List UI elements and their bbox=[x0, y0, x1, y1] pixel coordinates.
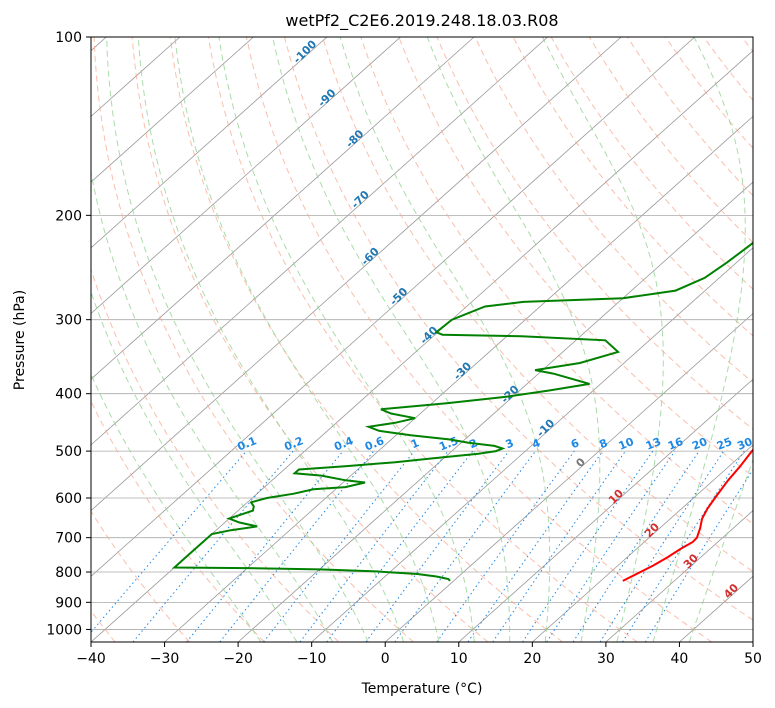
isotherm bbox=[91, 37, 696, 577]
x-axis-title: Temperature (°C) bbox=[361, 681, 483, 697]
y-tick-label: 200 bbox=[55, 208, 82, 224]
x-tick-label: −20 bbox=[223, 651, 253, 667]
chart-title: wetPf2_C2E6.2019.248.18.03.R08 bbox=[285, 11, 558, 31]
mixing-ratio-line bbox=[91, 450, 247, 634]
isotherm bbox=[752, 641, 753, 642]
dry-adiabat bbox=[436, 37, 753, 430]
y-tick-label: 700 bbox=[55, 531, 82, 547]
mixing-ratio-label: 30 bbox=[735, 435, 754, 453]
moist-adiabat bbox=[652, 37, 746, 642]
y-tick-label: 800 bbox=[55, 565, 82, 581]
reference-lines bbox=[91, 37, 753, 642]
plot-background bbox=[91, 37, 753, 642]
isotherm bbox=[458, 378, 753, 642]
dry-adiabat bbox=[93, 37, 414, 642]
dry-adiabat bbox=[398, 37, 753, 477]
sounding-traces bbox=[171, 241, 753, 582]
dry-adiabat bbox=[169, 37, 563, 642]
isotherm bbox=[91, 37, 328, 249]
y-tick-label: 1000 bbox=[46, 622, 82, 638]
isotherm bbox=[91, 37, 475, 380]
isotherm bbox=[164, 115, 753, 642]
y-axis-title: Pressure (hPa) bbox=[12, 290, 28, 390]
moist-adiabat bbox=[218, 37, 475, 642]
mixing-ratio-label: 13 bbox=[644, 435, 663, 453]
mixing-ratio-line bbox=[263, 450, 415, 642]
x-axis: −40 −30 −20 −10 0 10 20 30 40 50 bbox=[76, 642, 762, 667]
mixing-ratio-line bbox=[622, 450, 745, 642]
mixing-ratio-label: 1 bbox=[409, 436, 421, 451]
mixing-ratio-line bbox=[599, 450, 725, 642]
x-tick-label: 10 bbox=[450, 651, 468, 667]
dry-adiabat bbox=[207, 37, 638, 642]
mixing-ratio-label: 25 bbox=[715, 435, 734, 453]
y-tick-label: 100 bbox=[55, 30, 82, 46]
x-tick-label: 40 bbox=[671, 651, 689, 667]
mixing-ratio-line bbox=[492, 450, 626, 642]
dry-adiabat bbox=[360, 37, 753, 525]
isotherm bbox=[605, 510, 753, 642]
x-tick-label: 50 bbox=[744, 651, 762, 667]
mixing-ratio-label: 36 bbox=[756, 435, 775, 453]
mixing-ratio-line bbox=[219, 450, 375, 642]
mixing-ratio-line bbox=[546, 450, 676, 642]
moist-adiabat bbox=[91, 373, 262, 642]
y-tick-label: 300 bbox=[55, 313, 82, 329]
temperature-trace bbox=[622, 448, 753, 582]
dry-adiabat bbox=[91, 510, 191, 642]
dry-adiabat bbox=[284, 37, 753, 621]
x-tick-label: 0 bbox=[381, 651, 390, 667]
moist-adiabat bbox=[91, 169, 334, 642]
mixing-ratio-line bbox=[572, 450, 700, 642]
moist-adiabat bbox=[174, 37, 440, 642]
mixing-ratio-line bbox=[644, 468, 753, 642]
isotherm bbox=[532, 444, 753, 642]
dry-adiabat bbox=[131, 37, 489, 642]
isotherm bbox=[91, 37, 254, 183]
moist-adiabat bbox=[106, 37, 369, 642]
dry-adiabat bbox=[550, 37, 753, 290]
isotherm bbox=[384, 312, 753, 642]
dry-adiabat bbox=[322, 37, 753, 573]
isotherm bbox=[91, 37, 401, 315]
x-tick-label: −10 bbox=[297, 651, 327, 667]
mixing-ratio-label: 20 bbox=[690, 435, 709, 453]
mixing-ratio-line bbox=[436, 450, 575, 642]
moist-adiabat bbox=[339, 37, 551, 642]
mixing-ratio-label: 10 bbox=[617, 435, 636, 453]
isotherm bbox=[91, 37, 622, 512]
y-axis: 100 200 300 400 500 600 700 800 900 1000 bbox=[46, 30, 91, 638]
moist-adiabat bbox=[91, 290, 298, 642]
mixing-ratio-line bbox=[326, 450, 474, 642]
x-tick-label: −40 bbox=[76, 651, 106, 667]
x-tick-label: 20 bbox=[523, 651, 541, 667]
y-tick-label: 600 bbox=[55, 491, 82, 507]
y-tick-label: 400 bbox=[55, 387, 82, 403]
y-tick-label: 500 bbox=[55, 444, 82, 460]
dry-adiabat bbox=[474, 37, 753, 384]
dry-adiabat bbox=[245, 37, 713, 642]
moist-adiabat bbox=[688, 458, 753, 642]
moist-adiabat bbox=[272, 37, 511, 642]
x-tick-label: 30 bbox=[597, 651, 615, 667]
dewpoint-trace bbox=[171, 241, 753, 582]
mixing-ratio-label: 16 bbox=[666, 435, 685, 453]
isotherm bbox=[91, 37, 548, 446]
moist-adiabat bbox=[137, 37, 405, 642]
x-tick-label: −30 bbox=[150, 651, 180, 667]
moist-adiabat bbox=[426, 37, 601, 642]
mixing-ratio-label: 3 bbox=[504, 436, 516, 451]
dry-adiabat bbox=[512, 37, 753, 337]
mixing-ratio-line bbox=[522, 450, 654, 642]
y-tick-label: 900 bbox=[55, 595, 82, 611]
plot-frame bbox=[90, 36, 754, 643]
mixing-ratio-line bbox=[467, 450, 604, 642]
mixing-ratio-label: 8 bbox=[598, 436, 610, 451]
